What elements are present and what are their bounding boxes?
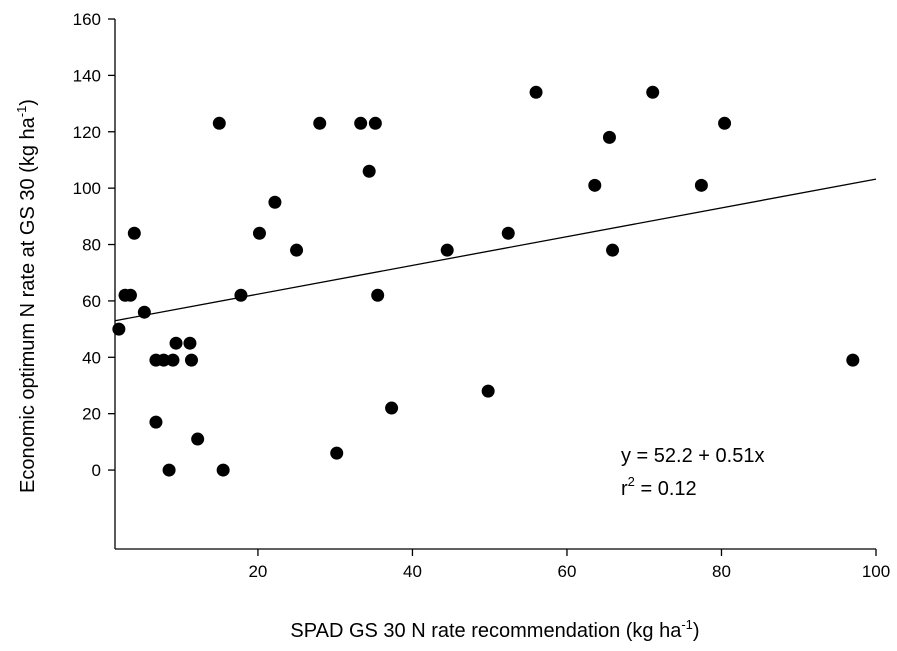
x-tick-label: 40 bbox=[403, 562, 422, 581]
data-point bbox=[191, 432, 205, 446]
y-tick-label: 80 bbox=[82, 236, 101, 255]
data-point bbox=[481, 384, 495, 398]
data-point bbox=[137, 305, 151, 319]
data-point bbox=[362, 164, 376, 178]
data-point bbox=[440, 243, 454, 257]
data-point bbox=[169, 336, 183, 350]
data-point bbox=[212, 116, 226, 130]
data-point bbox=[268, 195, 282, 209]
data-point bbox=[313, 116, 327, 130]
data-point bbox=[694, 178, 708, 192]
y-tick-label: 60 bbox=[82, 292, 101, 311]
y-tick-label: 120 bbox=[73, 123, 101, 142]
data-point bbox=[368, 116, 382, 130]
data-point bbox=[529, 85, 543, 99]
data-point bbox=[290, 243, 304, 257]
y-tick-label: 160 bbox=[73, 10, 101, 29]
data-point bbox=[354, 116, 368, 130]
data-point bbox=[501, 226, 515, 240]
y-tick-label: 100 bbox=[73, 179, 101, 198]
plot-area bbox=[114, 19, 876, 550]
x-tick-label: 20 bbox=[248, 562, 267, 581]
y-axis-title-superscript: -1 bbox=[14, 106, 29, 118]
x-tick-label: 60 bbox=[558, 562, 577, 581]
data-point bbox=[234, 288, 248, 302]
regression-line bbox=[114, 178, 877, 322]
data-point bbox=[216, 463, 230, 477]
x-axis: 20 40 60 80 100 bbox=[248, 549, 890, 581]
x-axis-title-superscript: -1 bbox=[681, 617, 693, 632]
data-point bbox=[183, 336, 197, 350]
x-axis-title: SPAD GS 30 N rate recommendation (kg ha-… bbox=[290, 617, 699, 642]
data-point bbox=[330, 446, 344, 460]
data-point bbox=[166, 353, 180, 367]
x-axis-title-end: ) bbox=[693, 620, 700, 642]
data-point bbox=[123, 288, 137, 302]
data-point bbox=[157, 353, 171, 367]
regression-equation: y = 52.2 + 0.51x bbox=[621, 445, 764, 467]
data-point bbox=[149, 415, 163, 429]
y-tick-label: 140 bbox=[73, 66, 101, 85]
y-tick-label: 20 bbox=[82, 405, 101, 424]
r-squared-label: r2 = 0.12 bbox=[621, 474, 697, 500]
data-point bbox=[718, 116, 732, 130]
data-point bbox=[588, 178, 602, 192]
r-squared-value: = 0.12 bbox=[635, 478, 697, 500]
data-point bbox=[606, 243, 620, 257]
data-point bbox=[646, 85, 660, 99]
y-tick-label: 0 bbox=[92, 461, 101, 480]
x-tick-label: 80 bbox=[712, 562, 731, 581]
y-axis-title: Economic optimum N rate at GS 30 (kg ha-… bbox=[14, 99, 39, 493]
y-tick-label: 40 bbox=[82, 348, 101, 367]
x-tick-label: 100 bbox=[862, 562, 890, 581]
data-point bbox=[127, 226, 141, 240]
y-axis: 0 20 40 60 80 100 120 140 160 bbox=[73, 10, 115, 480]
data-point bbox=[252, 226, 266, 240]
data-point bbox=[184, 353, 198, 367]
data-point bbox=[846, 353, 860, 367]
data-points bbox=[112, 85, 860, 477]
data-point bbox=[602, 130, 616, 144]
r-squared-superscript: 2 bbox=[628, 474, 635, 489]
data-point bbox=[371, 288, 385, 302]
data-point bbox=[385, 401, 399, 415]
regression-line-group bbox=[114, 178, 877, 322]
data-point bbox=[112, 322, 126, 336]
data-point bbox=[162, 463, 176, 477]
y-axis-title-end: ) bbox=[17, 99, 39, 106]
